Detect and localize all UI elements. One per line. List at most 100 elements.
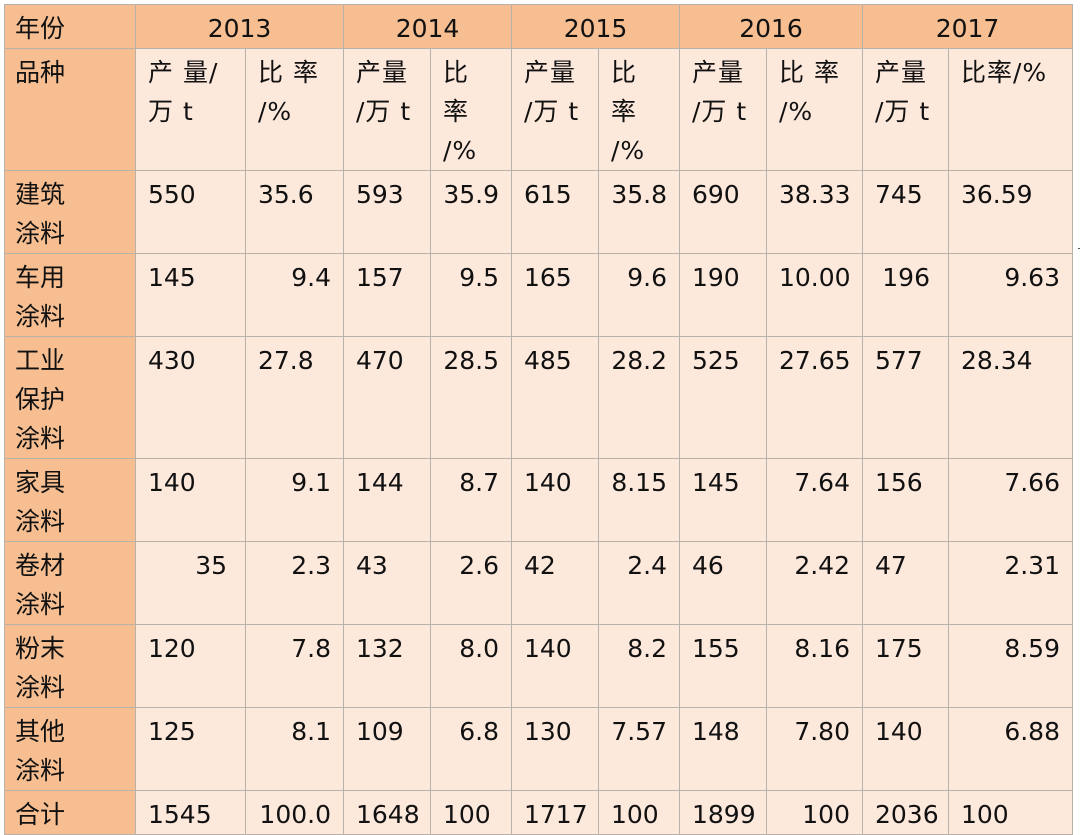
ratio-cell: 27.8 (245, 336, 344, 459)
year-2016-header: 2016 (679, 4, 863, 49)
coating-production-table: 年份 2013 2014 2015 2016 2017 品种 产 量/万 t 比… (4, 4, 1073, 835)
production-cell: 46 (679, 541, 767, 625)
ratio-cell: 35.9 (430, 170, 512, 254)
unit-header-row: 品种 产 量/万 t 比 率/% 产量/万 t 比率/% 产量/万 t 比率 (4, 48, 1073, 171)
variety-name-cell: 车用 涂料 (4, 253, 136, 337)
variety-name-cell: 工业 保护 涂料 (4, 336, 136, 459)
production-cell: 120 (135, 624, 246, 708)
ratio-cell: 9.5 (430, 253, 512, 337)
ratio-cell: 7.66 (948, 458, 1073, 542)
production-cell: 140 (511, 458, 599, 542)
ratio-cell: 2.6 (430, 541, 512, 625)
table-row: 其他 涂料 125 8.1 109 6.8 130 7.57 148 7.80 140 6.88 (4, 707, 1073, 791)
ratio-unit-header-2016: 比 率/% (766, 48, 863, 171)
ratio-cell: 28.5 (430, 336, 512, 459)
production-cell: 42 (511, 541, 599, 625)
ratio-cell: 8.15 (598, 458, 680, 542)
production-cell: 109 (343, 707, 431, 791)
production-cell: 157 (343, 253, 431, 337)
production-cell: 577 (862, 336, 949, 459)
ratio-unit-header-2014: 比率/% (430, 48, 512, 171)
production-cell: 470 (343, 336, 431, 459)
production-cell: 132 (343, 624, 431, 708)
table-row: 卷材 涂料 35 2.3 43 2.6 42 2.4 46 2.42 47 2.31 (4, 541, 1073, 625)
ratio-cell: 9.63 (948, 253, 1073, 337)
variety-name-cell: 粉末 涂料 (4, 624, 136, 708)
table-row: 粉末 涂料 120 7.8 132 8.0 140 8.2 155 8.16 175 8.59 (4, 624, 1073, 708)
production-unit-header-2014: 产量/万 t (343, 48, 431, 171)
production-cell: 190 (679, 253, 767, 337)
ratio-cell: 8.16 (766, 624, 863, 708)
production-unit-header-2013: 产 量/万 t (135, 48, 246, 171)
ratio-cell: 10.00 (766, 253, 863, 337)
production-cell: 43 (343, 541, 431, 625)
ratio-cell: 8.59 (948, 624, 1073, 708)
production-cell: 140 (511, 624, 599, 708)
table-row: 车用 涂料 145 9.4 157 9.5 165 9.6 190 10.00 196 9.63 (4, 253, 1073, 337)
ratio-cell: 7.64 (766, 458, 863, 542)
ratio-cell: 7.80 (766, 707, 863, 791)
ratio-cell: 27.65 (766, 336, 863, 459)
ratio-cell: 28.34 (948, 336, 1073, 459)
ratio-unit-header-2015: 比率/% (598, 48, 680, 171)
production-cell: 145 (679, 458, 767, 542)
ratio-unit-header-2017: 比率/% (948, 48, 1073, 171)
year-2017-header: 2017 (862, 4, 1073, 49)
ratio-unit-header-2013: 比 率/% (245, 48, 344, 171)
production-cell: 175 (862, 624, 949, 708)
ratio-cell: 36.59 (948, 170, 1073, 254)
ratio-cell: 35.6 (245, 170, 344, 254)
production-cell: 140 (135, 458, 246, 542)
production-cell: 165 (511, 253, 599, 337)
year-header-row: 年份 2013 2014 2015 2016 2017 (4, 4, 1073, 49)
production-unit-header-2017: 产量/万 t (862, 48, 949, 171)
table-row: 家具 涂料 140 9.1 144 8.7 140 8.15 145 7.64 156 7.66 (4, 458, 1073, 542)
ratio-cell: 8.7 (430, 458, 512, 542)
year-2013-header: 2013 (135, 4, 344, 49)
production-cell: 745 (862, 170, 949, 254)
production-cell: 145 (135, 253, 246, 337)
ratio-cell: 8.2 (598, 624, 680, 708)
ratio-cell: 2.3 (245, 541, 344, 625)
production-cell: 485 (511, 336, 599, 459)
production-cell: 525 (679, 336, 767, 459)
production-cell: 148 (679, 707, 767, 791)
production-cell: 690 (679, 170, 767, 254)
production-cell: 593 (343, 170, 431, 254)
ratio-cell: 7.57 (598, 707, 680, 791)
variety-name-cell: 家具 涂料 (4, 458, 136, 542)
table-row: 工业 保护 涂料 430 27.8 470 28.5 485 28.2 525 27.65 577 28… (4, 336, 1073, 459)
ratio-cell: 8.1 (245, 707, 344, 791)
ratio-cell: 9.4 (245, 253, 344, 337)
year-label: 年份 (4, 4, 136, 49)
production-unit-header-2016: 产量/万 t (679, 48, 767, 171)
ratio-cell: 9.6 (598, 253, 680, 337)
ratio-cell: 7.8 (245, 624, 344, 708)
production-cell: 196 (862, 253, 949, 337)
ratio-cell: 2.4 (598, 541, 680, 625)
ratio-cell: 9.1 (245, 458, 344, 542)
ratio-cell: 2.31 (948, 541, 1073, 625)
ratio-cell: 2.42 (766, 541, 863, 625)
production-unit-header-2015: 产量/万 t (511, 48, 599, 171)
production-cell: 156 (862, 458, 949, 542)
table-body: 建筑 涂料 550 35.6 593 35.9 615 35.8 690 38.33 745 36.5… (4, 170, 1073, 835)
production-cell: 130 (511, 707, 599, 791)
ratio-cell: 8.0 (430, 624, 512, 708)
variety-name-cell: 建筑 涂料 (4, 170, 136, 254)
ratio-cell: 35.8 (598, 170, 680, 254)
table-row: 建筑 涂料 550 35.6 593 35.9 615 35.8 690 38.33 745 36.5… (4, 170, 1073, 254)
edge-tick (1078, 248, 1080, 249)
production-cell: 140 (862, 707, 949, 791)
variety-name-cell: 其他 涂料 (4, 707, 136, 791)
production-cell: 430 (135, 336, 246, 459)
ratio-cell: 28.2 (598, 336, 680, 459)
ratio-cell: 6.88 (948, 707, 1073, 791)
production-cell: 47 (862, 541, 949, 625)
production-cell: 144 (343, 458, 431, 542)
year-2015-header: 2015 (511, 4, 680, 49)
production-cell: 35 (135, 541, 246, 625)
ratio-cell: 6.8 (430, 707, 512, 791)
ratio-cell: 38.33 (766, 170, 863, 254)
production-cell: 615 (511, 170, 599, 254)
